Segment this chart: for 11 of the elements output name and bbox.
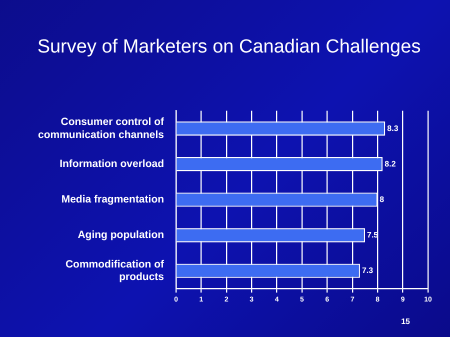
y-tick-label: Aging population <box>78 229 164 242</box>
text: 15 <box>401 317 411 326</box>
chart-title: Survey of Marketers on Canadian Challenges <box>37 36 421 58</box>
data-label: 8 <box>380 194 385 204</box>
data-label: 8.2 <box>384 159 396 168</box>
y-tick-label: Commodification of products <box>65 258 165 284</box>
data-label: 8.3 <box>387 124 399 133</box>
y-tick-label: Consumer control of communication channels <box>38 116 165 141</box>
data-label: 7.3 <box>362 266 374 276</box>
y-tick-label: Media fragmentation <box>61 194 164 206</box>
y-tick-label: Information overload <box>60 158 164 170</box>
